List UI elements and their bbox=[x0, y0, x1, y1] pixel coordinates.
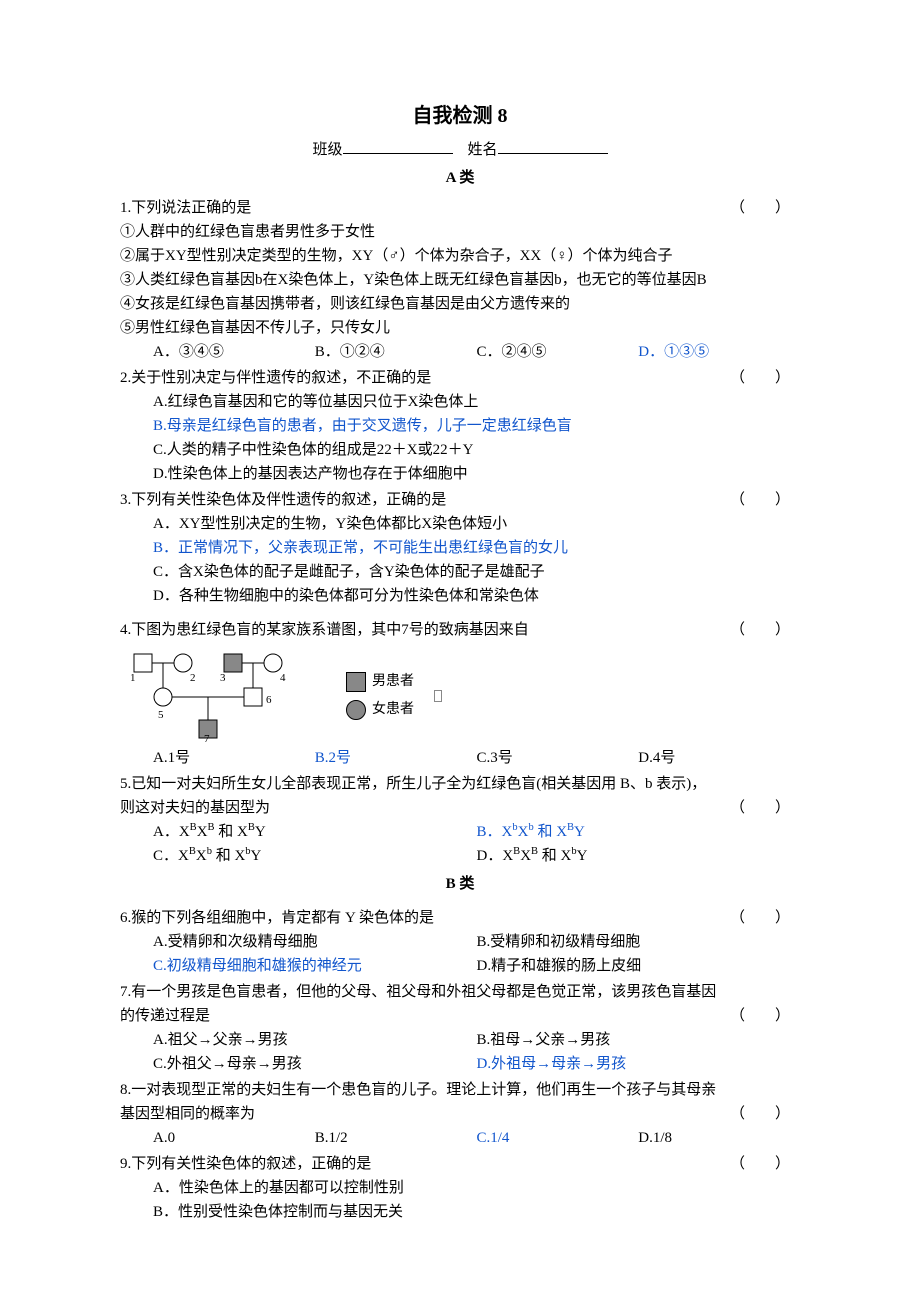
q2-opt-c[interactable]: C.人类的精子中性染色体的组成是22＋X或22＋Y bbox=[120, 438, 800, 462]
q7-paren[interactable]: （ ） bbox=[730, 1004, 800, 1028]
q6-stem: 6.猴的下列各组细胞中，肯定都有 Y 染色体的是 bbox=[120, 906, 434, 930]
q4-opt-b[interactable]: B.2号 bbox=[315, 746, 477, 770]
q1-line2: ②属于XY型性别决定类型的生物，XY（♂）个体为杂合子，XX（♀）个体为纯合子 bbox=[120, 244, 800, 268]
q8-opt-a[interactable]: A.0 bbox=[153, 1126, 315, 1150]
q1-line5: ⑤男性红绿色盲基因不传儿子，只传女儿 bbox=[120, 316, 800, 340]
q6-paren[interactable]: （ ） bbox=[730, 906, 800, 930]
svg-text:7: 7 bbox=[204, 733, 210, 744]
q9-paren[interactable]: （ ） bbox=[730, 1152, 800, 1176]
q5-opt-b[interactable]: B．XbXb 和 XBY bbox=[477, 820, 801, 844]
name-blank[interactable] bbox=[498, 138, 608, 154]
q1-opt-d[interactable]: D．①③⑤ bbox=[638, 340, 800, 364]
section-a-label: A 类 bbox=[120, 166, 800, 190]
q1-paren[interactable]: （ ） bbox=[730, 196, 800, 220]
header-line: 班级 姓名 bbox=[120, 138, 800, 162]
legend-male-icon bbox=[346, 672, 366, 692]
q1-opt-b[interactable]: B．①②④ bbox=[315, 340, 477, 364]
q7-opt-c[interactable]: C.外祖父→母亲→男孩 bbox=[153, 1052, 477, 1076]
q8-opt-b[interactable]: B.1/2 bbox=[315, 1126, 477, 1150]
q8-stem1: 8.一对表现型正常的夫妇生有一个患色盲的儿子。理论上计算，他们再生一个孩子与其母… bbox=[120, 1078, 800, 1102]
q3-opt-c[interactable]: C．含X染色体的配子是雌配子，含Y染色体的配子是雄配子 bbox=[120, 560, 800, 584]
q9-opt-a[interactable]: A．性染色体上的基因都可以控制性别 bbox=[120, 1176, 800, 1200]
legend-female-icon bbox=[346, 700, 366, 720]
q3-opt-a[interactable]: A．XY型性别决定的生物，Y染色体都比X染色体短小 bbox=[120, 512, 800, 536]
q5-paren[interactable]: （ ） bbox=[730, 796, 800, 820]
q2-paren[interactable]: （ ） bbox=[730, 366, 800, 390]
q2-opt-a[interactable]: A.红绿色盲基因和它的等位基因只位于X染色体上 bbox=[120, 390, 800, 414]
q3-stem: 3.下列有关性染色体及伴性遗传的叙述，正确的是 bbox=[120, 488, 446, 512]
svg-text:6: 6 bbox=[266, 694, 272, 706]
q9-opt-b[interactable]: B．性别受性染色体控制而与基因无关 bbox=[120, 1200, 800, 1224]
legend-male-label: 男患者 bbox=[372, 671, 414, 693]
q9-stem: 9.下列有关性染色体的叙述，正确的是 bbox=[120, 1152, 371, 1176]
q3-paren[interactable]: （ ） bbox=[730, 488, 800, 512]
q4-opt-d[interactable]: D.4号 bbox=[638, 746, 800, 770]
svg-text:1: 1 bbox=[130, 672, 136, 684]
q1-stem: 1.下列说法正确的是 bbox=[120, 196, 251, 220]
q6-opt-d[interactable]: D.精子和雄猴的肠上皮细 bbox=[477, 954, 801, 978]
q2-opt-b[interactable]: B.母亲是红绿色盲的患者，由于交叉遗传，儿子一定患红绿色盲 bbox=[120, 414, 800, 438]
svg-text:2: 2 bbox=[190, 672, 196, 684]
q6-opt-b[interactable]: B.受精卵和初级精母细胞 bbox=[477, 930, 801, 954]
section-b-label: B 类 bbox=[120, 872, 800, 896]
q2-stem: 2.关于性别决定与伴性遗传的叙述，不正确的是 bbox=[120, 366, 431, 390]
q8-opt-c[interactable]: C.1/4 bbox=[477, 1126, 639, 1150]
q4-opt-a[interactable]: A.1号 bbox=[153, 746, 315, 770]
q3-opt-d[interactable]: D．各种生物细胞中的染色体都可分为性染色体和常染色体 bbox=[120, 584, 800, 608]
svg-text:4: 4 bbox=[280, 672, 286, 684]
q1-line4: ④女孩是红绿色盲基因携带者，则该红绿色盲基因是由父方遗传来的 bbox=[120, 292, 800, 316]
q5-stem2: 则这对夫妇的基因型为 bbox=[120, 796, 270, 820]
q5-opt-d[interactable]: D．XBXB 和 XbY bbox=[477, 844, 801, 868]
page-title: 自我检测 8 bbox=[120, 100, 800, 132]
q6-opt-c[interactable]: C.初级精母细胞和雄猴的神经元 bbox=[153, 954, 477, 978]
pedigree-legend: 男患者 女患者 bbox=[346, 665, 414, 728]
q7-opt-d[interactable]: D.外祖母→母亲→男孩 bbox=[477, 1052, 801, 1076]
q7-opt-b[interactable]: B.祖母→父亲→男孩 bbox=[477, 1028, 801, 1052]
q7-stem2: 的传递过程是 bbox=[120, 1004, 210, 1028]
q1-opt-a[interactable]: A．③④⑤ bbox=[153, 340, 315, 364]
name-label: 姓名 bbox=[468, 142, 498, 158]
q7-opt-a[interactable]: A.祖父→父亲→男孩 bbox=[153, 1028, 477, 1052]
q8-paren[interactable]: （ ） bbox=[730, 1102, 800, 1126]
q2-opt-d[interactable]: D.性染色体上的基因表达产物也存在于体细胞中 bbox=[120, 462, 800, 486]
q1-opt-c[interactable]: C．②④⑤ bbox=[477, 340, 639, 364]
svg-text:3: 3 bbox=[220, 672, 226, 684]
q4-opt-c[interactable]: C.3号 bbox=[477, 746, 639, 770]
q8-stem2: 基因型相同的概率为 bbox=[120, 1102, 255, 1126]
q5-opt-c[interactable]: C．XBXb 和 XbY bbox=[153, 844, 477, 868]
q7-stem1: 7.有一个男孩是色盲患者，但他的父母、祖父母和外祖父母都是色觉正常，该男孩色盲基… bbox=[120, 980, 800, 1004]
placeholder-icon bbox=[434, 690, 442, 702]
class-blank[interactable] bbox=[343, 138, 453, 154]
q1-line3: ③人类红绿色盲基因b在X染色体上，Y染色体上既无红绿色盲基因b，也无它的等位基因… bbox=[120, 268, 800, 292]
q8-opt-d[interactable]: D.1/8 bbox=[638, 1126, 800, 1150]
svg-text:5: 5 bbox=[158, 709, 164, 721]
q3-opt-b[interactable]: B．正常情况下，父亲表现正常，不可能生出患红绿色盲的女儿 bbox=[120, 536, 800, 560]
class-label: 班级 bbox=[312, 142, 342, 158]
q6-opt-a[interactable]: A.受精卵和次级精母细胞 bbox=[153, 930, 477, 954]
q5-opt-a[interactable]: A．XBXB 和 XBY bbox=[153, 820, 477, 844]
q5-stem1: 5.已知一对夫妇所生女儿全部表现正常，所生儿子全为红绿色盲(相关基因用 B、b … bbox=[120, 772, 800, 796]
q4-stem: 4.下图为患红绿色盲的某家族系谱图，其中7号的致病基因来自 bbox=[120, 618, 529, 642]
q4-paren[interactable]: （ ） bbox=[730, 618, 800, 642]
q1-line1: ①人群中的红绿色盲患者男性多于女性 bbox=[120, 220, 800, 244]
legend-female-label: 女患者 bbox=[372, 699, 414, 721]
pedigree-diagram: 1 2 3 4 5 6 7 bbox=[128, 648, 328, 744]
